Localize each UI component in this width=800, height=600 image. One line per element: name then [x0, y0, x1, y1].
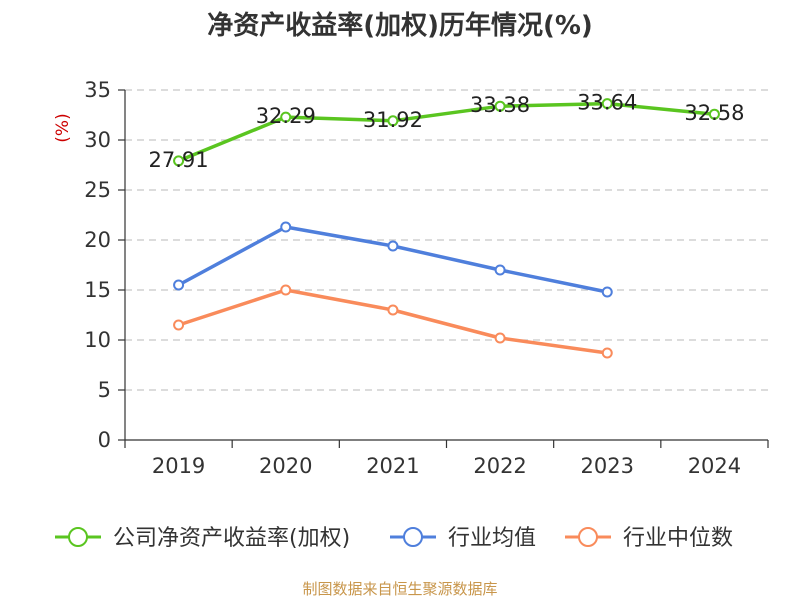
data-labels: 27.91 32.29 31.92 33.38 33.64 32.58 [149, 91, 745, 172]
y-tick-label: 25 [84, 178, 111, 202]
data-label: 32.29 [256, 104, 316, 128]
data-label: 33.64 [577, 91, 637, 115]
y-tick-label: 10 [84, 328, 111, 352]
chart-title: 净资产收益率(加权)历年情况(%) [207, 10, 593, 41]
y-tick-label: 35 [84, 78, 111, 102]
data-point[interactable] [387, 115, 399, 127]
data-point[interactable] [494, 332, 506, 344]
legend-label: 行业均值 [448, 526, 536, 551]
data-label: 31.92 [363, 108, 423, 132]
x-tick-label: 2020 [259, 454, 312, 478]
y-tick-label: 20 [84, 228, 111, 252]
data-point[interactable] [387, 240, 399, 252]
data-point[interactable] [601, 347, 613, 359]
data-label: 33.38 [470, 93, 530, 117]
y-tick-label: 15 [84, 278, 111, 302]
axes: 0 5 10 15 20 25 30 35 2019 2020 2021 2022 2023 2024 [84, 78, 769, 478]
x-tick-label: 2024 [688, 454, 741, 478]
legend-item-1[interactable]: 行业均值 [390, 526, 536, 551]
legend-label: 公司净资产收益率(加权) [113, 526, 350, 551]
y-axis-label: (%) [53, 113, 73, 142]
x-tick-label: 2019 [152, 454, 205, 478]
data-label: 32.58 [684, 101, 744, 125]
x-tick-label: 2022 [473, 454, 526, 478]
data-point[interactable] [387, 304, 399, 316]
data-point[interactable] [173, 279, 185, 291]
series-line-0 [176, 101, 717, 163]
legend-swatch-marker [68, 527, 88, 547]
series-lines [173, 98, 720, 359]
y-tick-label: 5 [98, 378, 111, 402]
data-point[interactable] [280, 284, 292, 296]
data-point[interactable] [494, 264, 506, 276]
data-point[interactable] [173, 155, 185, 167]
series-line-2 [176, 288, 609, 355]
legend-label: 行业中位数 [623, 526, 733, 551]
x-tick-label: 2023 [581, 454, 634, 478]
data-point[interactable] [708, 108, 720, 120]
data-point[interactable] [280, 111, 292, 123]
data-point[interactable] [601, 98, 613, 110]
y-tick-label: 0 [98, 428, 111, 452]
x-tick-label: 2021 [366, 454, 419, 478]
legend[interactable]: 公司净资产收益率(加权) 行业均值 行业中位数 [55, 526, 733, 551]
legend-item-0[interactable]: 公司净资产收益率(加权) [55, 526, 350, 551]
data-point[interactable] [173, 319, 185, 331]
legend-item-2[interactable]: 行业中位数 [565, 526, 733, 551]
data-point[interactable] [601, 286, 613, 298]
legend-swatch-marker [403, 527, 423, 547]
data-point[interactable] [280, 221, 292, 233]
y-tick-label: 30 [84, 128, 111, 152]
data-label: 27.91 [149, 148, 209, 172]
source-note: 制图数据来自恒生聚源数据库 [302, 580, 497, 598]
series-line-1 [176, 225, 609, 294]
data-point[interactable] [494, 100, 506, 112]
legend-swatch-marker [578, 527, 598, 547]
gridlines [125, 89, 768, 391]
